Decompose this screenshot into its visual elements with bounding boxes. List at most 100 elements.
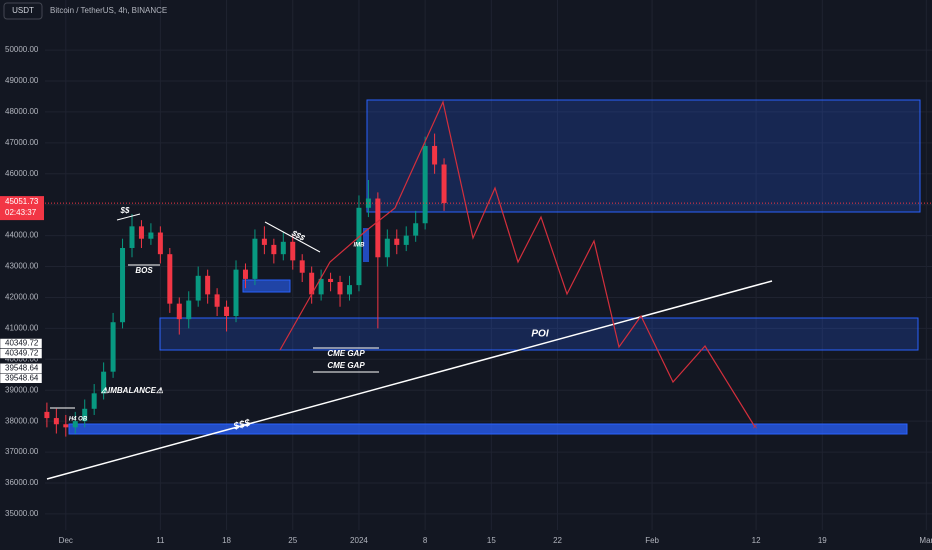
candle-body	[101, 371, 107, 394]
x-tick-label: Mar	[919, 536, 932, 545]
candle-body	[205, 275, 211, 295]
price-mark: 39548.64	[5, 363, 39, 372]
candle-body	[384, 238, 390, 258]
x-tick-label: Dec	[59, 536, 73, 545]
y-tick-label: 42000.00	[5, 293, 39, 302]
candle-body	[157, 232, 163, 255]
x-tick-label: 15	[487, 536, 496, 545]
annotation: IMB	[354, 243, 366, 249]
price-mark-box	[0, 373, 43, 384]
price-mark-box	[0, 348, 43, 359]
candle-body	[214, 294, 220, 307]
candle-body	[261, 238, 267, 245]
y-tick-label: 47000.00	[5, 138, 39, 147]
zone	[68, 423, 908, 435]
annotation: $$$	[232, 418, 252, 433]
candle-body	[309, 272, 315, 295]
candle-body	[328, 278, 334, 283]
annotation: CME GAP	[327, 361, 365, 370]
x-tick-label: Feb	[645, 536, 659, 545]
y-tick-label: 41000.00	[5, 323, 39, 332]
candle-body	[280, 241, 286, 255]
price-mark: 39548.64	[5, 373, 39, 382]
y-tick-label: 46000.00	[5, 169, 39, 178]
y-tick-label: 37000.00	[5, 447, 39, 456]
zone	[366, 99, 921, 213]
candle-body	[413, 223, 419, 236]
y-tick-label: 35000.00	[5, 509, 39, 518]
x-tick-label: 11	[156, 536, 165, 545]
candle-body	[318, 278, 324, 295]
candle-body	[167, 254, 173, 304]
zone	[242, 279, 291, 293]
axis: 35000.00 36000.00 37000.00 38000.00 39000.00…	[0, 45, 932, 545]
y-tick-label: 44000.00	[5, 231, 39, 240]
y-tick-label: 49000.00	[5, 76, 39, 85]
y-tick-label: 39000.00	[5, 385, 39, 394]
x-tick-label: 18	[222, 536, 231, 545]
x-tick-label: 12	[752, 536, 761, 545]
currency-button[interactable]	[3, 2, 43, 20]
candle-body	[252, 238, 258, 279]
candles	[44, 133, 447, 437]
candle-body	[176, 303, 182, 320]
candle-body	[337, 282, 343, 295]
annotation: BOS	[135, 266, 153, 275]
x-tick-label: 19	[818, 536, 827, 545]
candle-body	[72, 421, 78, 428]
x-tick-label: 2024	[350, 536, 368, 545]
candle-body	[299, 260, 305, 273]
line	[116, 213, 141, 221]
x-tick-label: 8	[423, 536, 428, 545]
candle-body	[63, 424, 69, 428]
candle-body	[394, 238, 400, 245]
y-tick-label: 50000.00	[5, 45, 39, 54]
x-tick-label: 22	[553, 536, 562, 545]
candle-body	[432, 145, 438, 165]
projection	[279, 100, 756, 428]
chart-title: Bitcoin / TetherUS, 4h, BINANCE	[50, 6, 167, 15]
candle-body	[138, 226, 144, 239]
grid	[45, 0, 932, 530]
candle-body	[403, 235, 409, 245]
candle-body	[186, 300, 192, 320]
candle-body	[346, 285, 352, 295]
price-mark: 40349.72	[5, 339, 39, 348]
y-tick-label: 43000.00	[5, 262, 39, 271]
candle-body	[224, 306, 230, 317]
candle-body	[375, 198, 381, 258]
candle-body	[91, 393, 97, 409]
y-tick-label: 40000.00	[5, 354, 39, 363]
candle-body	[365, 198, 371, 208]
y-tick-label: 36000.00	[5, 478, 39, 487]
candle-body	[356, 207, 362, 286]
annotation: $$	[120, 206, 130, 215]
marker: ×	[752, 421, 757, 431]
last-price-box	[0, 196, 44, 221]
zone	[363, 228, 369, 262]
candle-body	[53, 418, 59, 425]
candle-body	[110, 322, 116, 372]
last-price: 45051.73	[5, 197, 39, 206]
candle-body	[422, 145, 428, 224]
candle-body	[195, 275, 201, 301]
y-tick-label: 38000.00	[5, 416, 39, 425]
trend-line	[46, 280, 773, 480]
candle-body	[82, 408, 88, 422]
candle-body	[290, 241, 296, 261]
candle-body	[44, 411, 50, 419]
x-tick-label: 25	[288, 536, 297, 545]
candle-body	[129, 226, 135, 248]
annotation: CME GAP	[327, 349, 365, 358]
annotation: H4 OB	[69, 417, 88, 423]
y-tick-label: 48000.00	[5, 107, 39, 116]
candle-body	[441, 164, 447, 204]
price-mark: 40349.72	[5, 349, 39, 358]
candle-body	[148, 232, 154, 239]
line	[264, 221, 321, 253]
currency[interactable]: USDT	[12, 6, 34, 15]
countdown: 02:43:37	[5, 208, 37, 217]
